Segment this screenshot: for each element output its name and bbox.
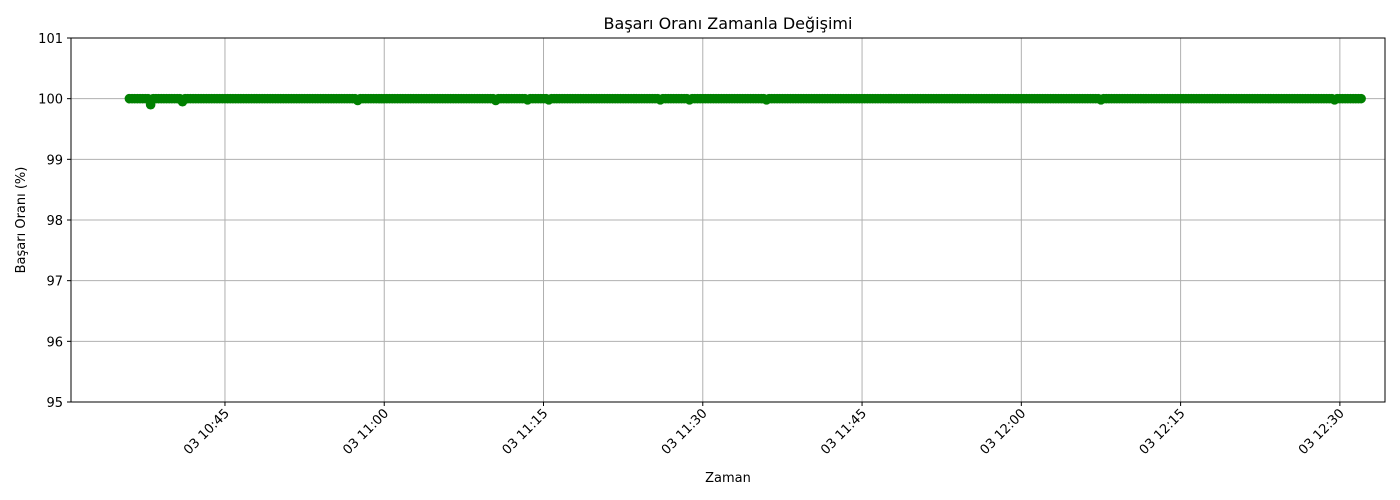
y-axis-ticks: 95 96 97 98 99 100 101 bbox=[38, 32, 71, 411]
y-tick-label: 97 bbox=[46, 275, 63, 290]
y-tick-label: 96 bbox=[46, 335, 63, 350]
x-tick-label: 03 12:00 bbox=[977, 406, 1029, 458]
x-axis-ticks: 03 10:45 03 11:00 03 11:15 03 11:30 03 11:45… bbox=[181, 402, 1348, 458]
x-axis-label: Zaman bbox=[705, 471, 751, 486]
x-tick-label: 03 10:45 bbox=[181, 406, 233, 458]
x-tick-label: 03 11:45 bbox=[818, 406, 870, 458]
x-tick-label: 03 11:30 bbox=[659, 406, 711, 458]
y-tick-label: 99 bbox=[46, 153, 63, 168]
y-tick-label: 98 bbox=[46, 214, 63, 229]
data-points bbox=[124, 93, 1366, 110]
x-tick-label: 03 11:00 bbox=[340, 406, 392, 458]
chart-title: Başarı Oranı Zamanla Değişimi bbox=[604, 14, 853, 33]
x-tick-label: 03 12:30 bbox=[1296, 406, 1348, 458]
x-tick-label: 03 11:15 bbox=[500, 406, 552, 458]
grid-lines bbox=[71, 37, 1385, 403]
y-tick-label: 101 bbox=[38, 32, 63, 47]
y-tick-label: 100 bbox=[38, 93, 63, 108]
y-axis-label: Başarı Oranı (%) bbox=[14, 167, 29, 274]
data-point bbox=[1356, 93, 1366, 104]
x-tick-label: 03 12:15 bbox=[1137, 406, 1189, 458]
y-tick-label: 95 bbox=[46, 396, 63, 411]
